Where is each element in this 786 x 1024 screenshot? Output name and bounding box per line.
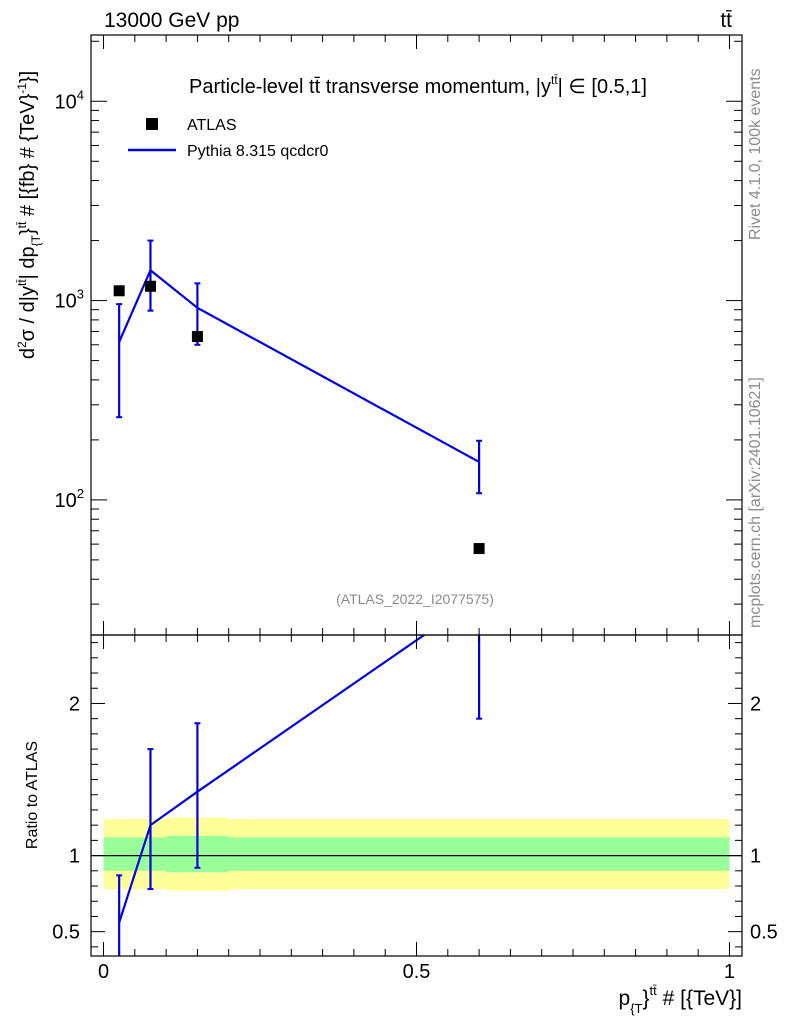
ratio-x-tick-label: 0	[98, 961, 109, 983]
legend-label-atlas: ATLAS	[187, 117, 237, 134]
pythia-line	[118, 268, 480, 463]
atlas-data-point	[113, 285, 125, 297]
ratio-y-tick-label-right: 0.5	[750, 922, 778, 944]
ratio-frame	[90, 634, 743, 957]
ratio-band-inner	[103, 837, 167, 871]
ratio-x-label: p{T}tt̄ # [{TeV}]	[619, 983, 742, 1016]
atlas-data-point	[144, 280, 156, 292]
mcplots-label: mcplots.cern.ch [arXiv:2401.10621]	[747, 377, 764, 628]
ratio-x-tick-label: 0.5	[403, 961, 431, 983]
main-y-label: d2σ / d|ytt̄| dp{T}tt̄ # [{fb} # {TeV}-1…	[15, 71, 43, 359]
legend-label-pythia: Pythia 8.315 qcdcr0	[187, 143, 329, 160]
legend-marker-atlas	[146, 118, 158, 130]
atlas-data-point	[191, 331, 203, 343]
ratio-panel: 2 21 10.5 0.5 0 0.5 1 Ratio to ATLAS p{T}tt̄ …	[24, 634, 778, 1016]
ratio-y-label: Ratio to ATLAS	[24, 741, 41, 849]
ratio-y-tick-label-left: 0.5	[52, 922, 80, 944]
main-y-tick-label: 104	[55, 87, 84, 113]
ratio-line	[118, 635, 427, 923]
ratio-y-tick-label-right: 1	[750, 846, 761, 868]
analysis-id: (ATLAS_2022_I2077575)	[336, 591, 494, 607]
legend: ATLAS Pythia 8.315 qcdcr0	[128, 117, 329, 160]
atlas-data-point	[473, 543, 485, 555]
ratio-band-inner	[228, 837, 730, 871]
main-y-tick-label: 103	[55, 287, 84, 313]
main-plot-area	[113, 239, 485, 555]
ratio-series	[116, 635, 483, 956]
ratio-y-tick-label-right: 2	[750, 693, 761, 715]
rivet-label: Rivet 4.1.0, 100k events	[747, 68, 764, 240]
ratio-y-tick-label-left: 1	[69, 846, 80, 868]
header-right: tt̄	[720, 9, 732, 32]
main-title: Particle-level tt̄ transverse momentum, …	[189, 73, 647, 98]
ratio-x-axis: 0 0.5 1	[98, 635, 735, 983]
ratio-plot-area	[116, 635, 483, 956]
ratio-x-tick-label: 1	[724, 961, 735, 983]
main-y-tick-label: 102	[55, 486, 84, 512]
header-left: 13000 GeV pp	[104, 9, 239, 32]
main-y-axis: 104 103 102	[55, 35, 742, 635]
ratio-y-axis: 2 2 1 1 0.5 0.5	[52, 642, 778, 948]
ratio-y-tick-label-left: 2	[69, 693, 80, 715]
main-panel: Particle-level tt̄ transverse momentum, …	[15, 34, 743, 636]
ratio-bands	[103, 817, 730, 891]
